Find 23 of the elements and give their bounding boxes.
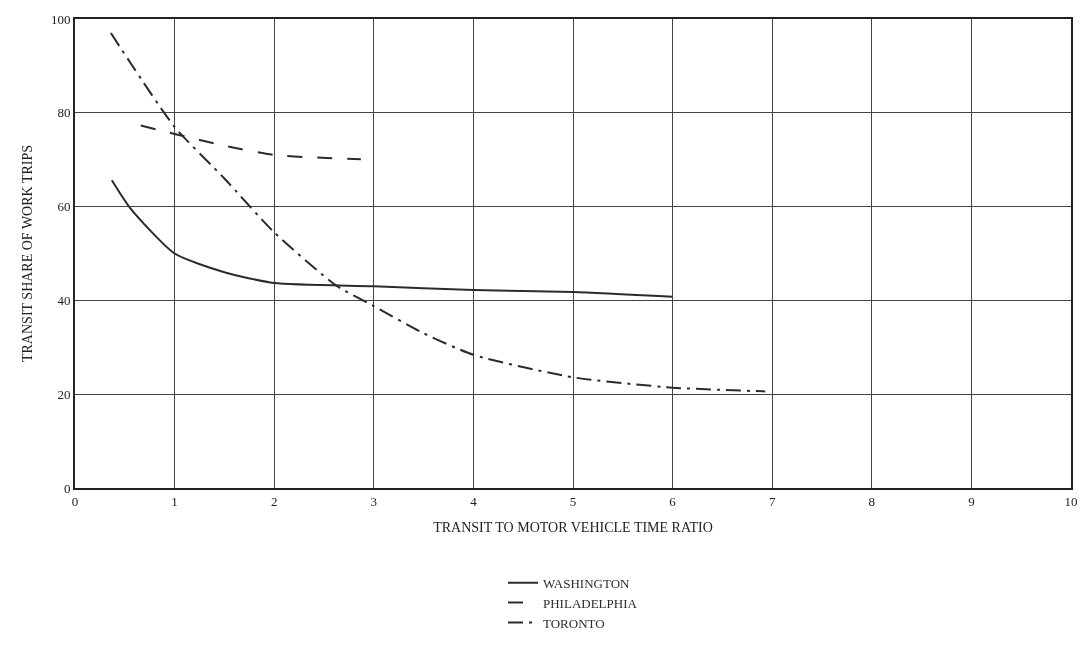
legend-label: WASHINGTON	[543, 575, 631, 591]
y-tick-label: 60	[57, 199, 71, 215]
y-tick-label: 80	[57, 105, 71, 121]
y-tick-label: 20	[57, 386, 71, 402]
x-tick-label: 4	[470, 493, 478, 509]
x-axis-title: TRANSIT TO MOTOR VEHICLE TIME RATIO	[433, 520, 713, 536]
line-series	[139, 124, 362, 161]
legend-label: TORONTO	[543, 615, 605, 631]
x-tick-label: 1	[171, 493, 178, 509]
x-tick-label: 9	[968, 493, 975, 509]
y-axis-title: TRANSIT SHARE OF WORK TRIPS	[20, 144, 35, 363]
x-tick-label: 5	[569, 493, 577, 509]
x-tick-label: 6	[669, 493, 677, 509]
x-tick-label: 10	[1064, 493, 1078, 509]
line-series	[109, 32, 767, 393]
y-tick-label: 0	[63, 480, 71, 496]
y-tick-label: 40	[57, 292, 71, 308]
legend-label: PHILADELPHIA	[543, 595, 638, 611]
x-tick-label: 8	[868, 493, 876, 509]
x-tick-label: 3	[370, 493, 378, 509]
x-tick-label: 7	[768, 493, 776, 509]
x-tick-label: 2	[270, 493, 278, 509]
y-tick-label: 100	[50, 11, 71, 27]
